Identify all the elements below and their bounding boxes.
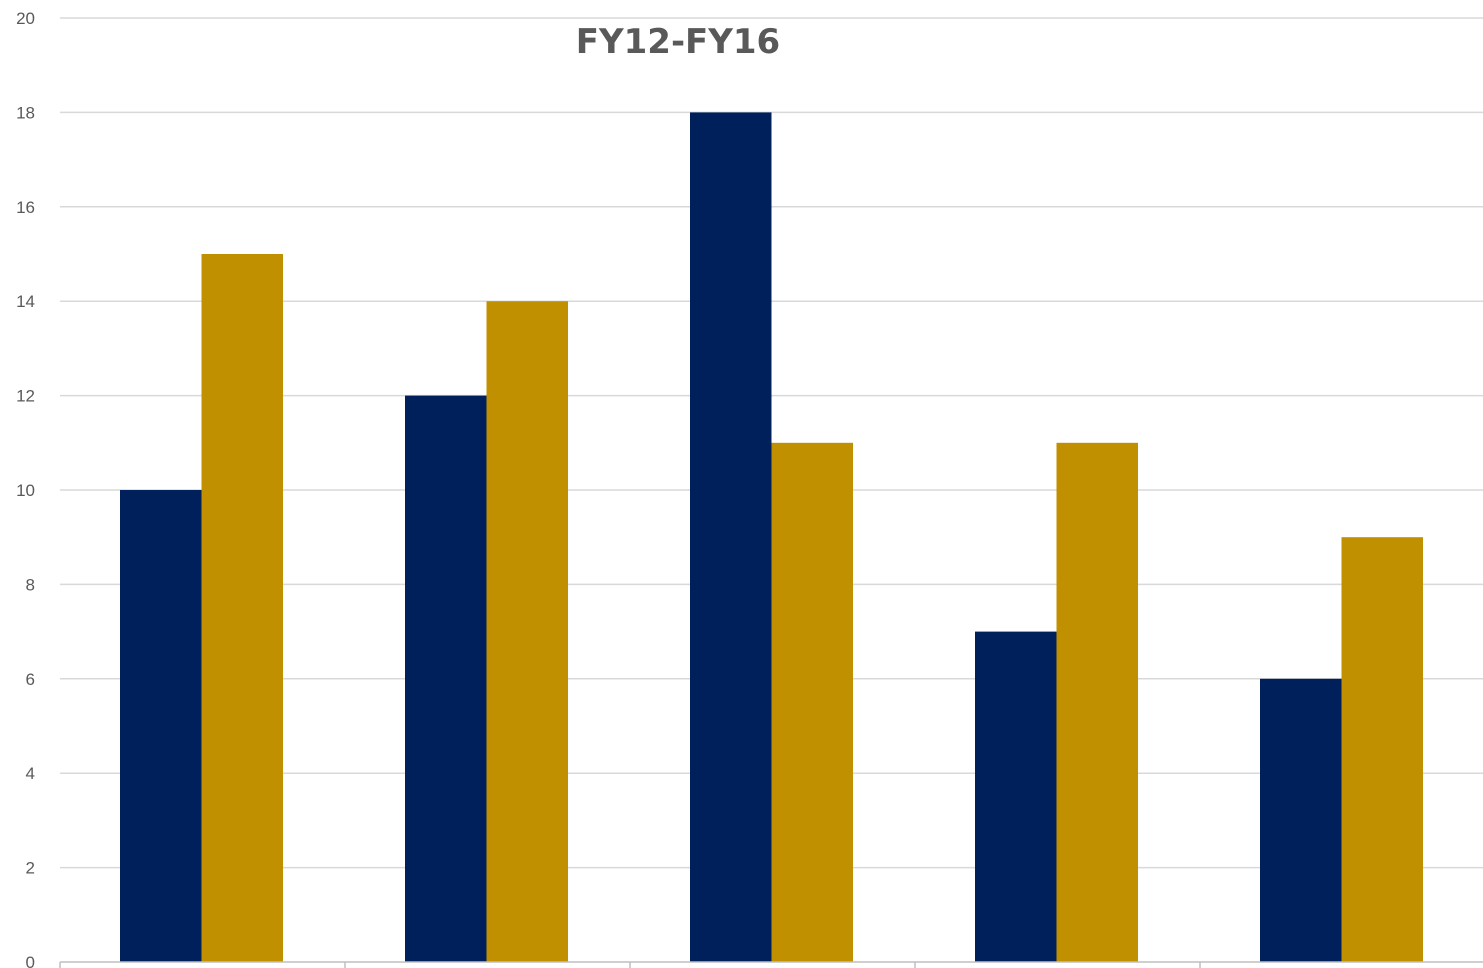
y-tick-label: 8: [26, 575, 35, 594]
y-tick-label: 0: [26, 953, 35, 968]
bar-series-2-cat-1: [201, 254, 283, 962]
bar-series-2-cat-5: [1341, 537, 1423, 962]
y-tick-label: 14: [16, 292, 35, 311]
y-tick-label: 4: [26, 764, 35, 783]
y-tick-label: 18: [16, 103, 35, 122]
bar-series-2-cat-4: [1056, 442, 1138, 962]
chart-title: FY12-FY16: [576, 22, 780, 62]
y-tick-label: 10: [16, 481, 35, 500]
y-tick-label: 2: [26, 859, 35, 878]
bar-series-1-cat-2: [405, 395, 487, 963]
bar-series-1-cat-1: [120, 490, 202, 962]
y-tick-label: 20: [16, 9, 35, 28]
y-tick-label: 6: [26, 670, 35, 689]
bar-series-2-cat-3: [771, 442, 853, 962]
bars: [120, 112, 1423, 963]
y-tick-label: 16: [16, 198, 35, 217]
bar-series-1-cat-5: [1260, 678, 1342, 962]
bar-series-2-cat-2: [486, 301, 568, 962]
bar-series-1-cat-3: [690, 112, 772, 962]
bar-series-1-cat-4: [975, 631, 1057, 962]
y-tick-label: 12: [16, 387, 35, 406]
y-tick-labels: 0 2 4 6 8 10 12 14 16 18 20: [16, 9, 35, 968]
x-axis: [59, 961, 1483, 968]
